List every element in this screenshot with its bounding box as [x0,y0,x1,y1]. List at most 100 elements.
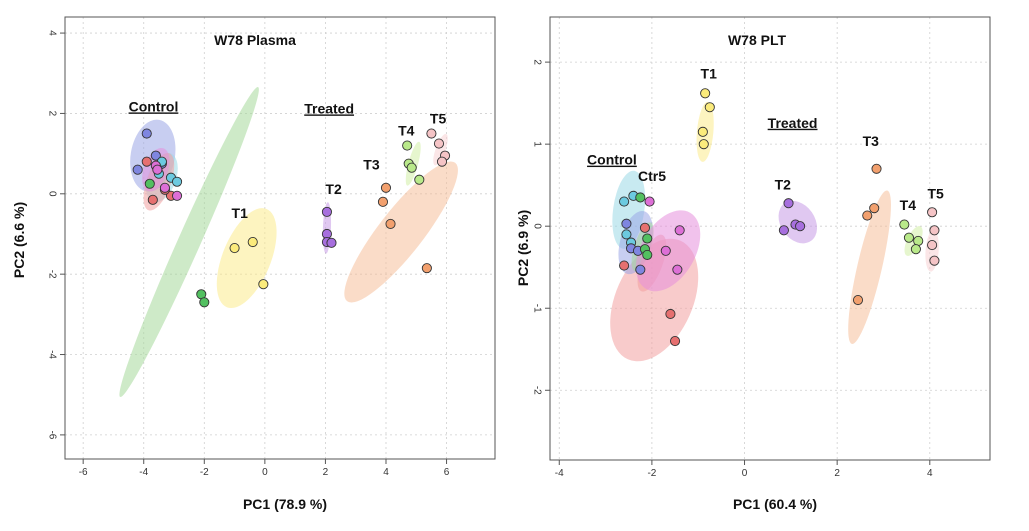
plasma-x-tick-label: 4 [383,467,389,478]
plasma-data-point [199,297,210,308]
plasma-plot-frame [64,16,496,460]
plasma-y-tick-label: -4 [46,350,57,359]
plasma-data-point [321,206,332,217]
plt-x-tick-label: 0 [742,468,748,479]
plt-y-tick-label: -2 [531,386,542,395]
plt-group-label: Ctr5 [638,168,666,184]
plasma-data-point [326,237,337,248]
plasma-x-tick-label: -4 [139,467,148,478]
plasma-data-point [152,164,163,175]
plt-data-point [778,225,789,236]
plt-data-point [674,225,685,236]
plt-group-label: T3 [863,133,880,149]
plt-data-point [929,255,940,266]
plasma-data-point [421,263,432,274]
plt-plot-frame [549,16,991,461]
plt-data-point [619,260,630,271]
plasma-data-point [171,176,183,187]
plt-data-point [700,88,711,99]
plt-data-point [862,210,873,221]
plt-x-tick-label: 2 [834,468,840,479]
plasma-group-label: T2 [325,181,342,197]
plasma-x-tick-label: 2 [323,467,329,478]
plasma-data-point [406,162,417,173]
plt-data-point [639,222,650,233]
plasma-data-point [150,150,161,161]
plasma-data-point [159,182,170,193]
plt-panel: -4 -2 0 2 4 -2 -1 0 1 2 W78 PLT PC1 (60.4 %) PC2 (6.… [515,16,991,512]
plt-y-axis-label: PC2 (6.9 %) [515,210,531,286]
plt-confidence-ellipse [848,190,891,344]
plt-data-point [621,229,632,240]
plt-data-point [635,192,646,203]
plasma-y-tick-label: 0 [46,191,57,197]
plt-group-label: T1 [701,66,718,82]
plt-group-label: T2 [775,176,792,192]
plt-data-point [903,232,914,243]
plt-data-point [852,294,864,306]
plasma-data-point [247,236,258,248]
plt-x-tick-label: 4 [927,468,933,479]
plt-data-point [621,218,632,229]
plt-data-point [871,163,882,174]
plt-x-axis-label: PC1 (60.4 %) [733,496,817,512]
plt-data-point [665,308,676,320]
plt-data-point [635,264,646,275]
plasma-y-tick-label: -6 [46,430,57,439]
plasma-data-point [147,194,158,205]
plasma-confidence-ellipse [433,133,448,166]
plt-x-tick-label: -2 [647,468,656,479]
plt-y-tick-label: 1 [531,141,542,147]
plt-data-point [929,225,940,236]
plasma-x-tick-label: 6 [444,467,450,478]
plasma-confidence-ellipse [216,208,277,309]
plt-data-point [698,139,709,150]
plasma-confidence-ellipse [119,87,259,398]
plasma-x-tick-label: -6 [79,467,88,478]
plt-data-point [697,126,708,137]
plasma-x-tick-label: -2 [200,467,209,478]
plasma-group-label: T5 [430,110,447,126]
plt-x-tick-label: -4 [555,468,564,479]
plt-data-point [670,335,681,347]
plasma-group-label: T3 [363,157,380,173]
plt-y-tick-label: 0 [531,223,542,229]
plasma-data-point [433,138,445,149]
plt-data-point [783,198,794,209]
plt-data-point [927,240,938,251]
plasma-data-point [414,174,425,185]
plt-data-point [704,102,715,113]
plt-data-point [642,233,653,244]
plasma-group-label: T1 [232,205,249,221]
plasma-confidence-ellipse [344,161,458,303]
plasma-x-axis-label: PC1 (78.9 %) [243,496,327,512]
plt-data-point [899,219,910,230]
plt-data-point [672,264,683,275]
plt-chart-title: W78 PLT [728,32,787,48]
plt-group-label: Control [587,152,637,168]
plasma-ellipses [119,87,458,398]
plt-points [619,88,940,347]
plasma-group-label: Treated [304,100,354,116]
plt-data-point [795,221,806,232]
plasma-data-point [258,279,269,290]
plt-data-point [869,203,880,214]
plt-group-label: Treated [768,115,818,131]
plt-data-point [660,245,671,256]
plasma-data-point [377,196,389,207]
plt-data-point [644,196,655,207]
plasma-y-tick-label: 2 [46,111,57,117]
plt-confidence-ellipse [925,230,939,272]
plasma-y-axis-label: PC2 (6.6 %) [11,202,27,278]
plasma-data-point [385,218,396,229]
plt-y-tick-label: -1 [531,304,542,313]
plasma-data-point [426,128,437,139]
plasma-data-point [132,164,143,175]
plasma-data-point [141,128,152,139]
plasma-data-point [144,178,155,189]
plasma-x-tick-label: 0 [262,467,268,478]
plasma-group-label: Control [129,98,179,114]
plasma-panel: -6 -4 -2 0 2 4 6 -6 -4 -2 0 2 4 W78 Plasma PC1 (78.9 %… [11,16,496,512]
plasma-grid [65,17,495,459]
